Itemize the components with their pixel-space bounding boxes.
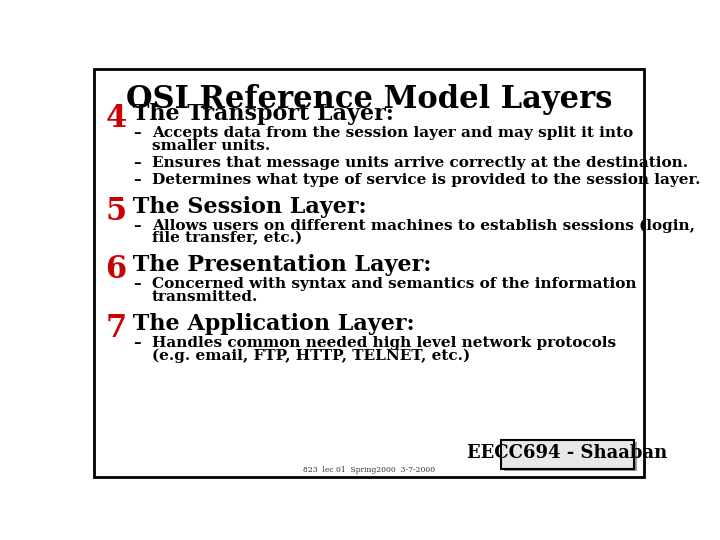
Text: Allows users on different machines to establish sessions (login,: Allows users on different machines to es… bbox=[152, 219, 695, 233]
Text: EECC694 - Shaaban: EECC694 - Shaaban bbox=[467, 444, 667, 462]
Text: Accepts data from the session layer and may split it into: Accepts data from the session layer and … bbox=[152, 126, 633, 140]
Text: –: – bbox=[132, 278, 140, 291]
Bar bbox=[504, 442, 637, 471]
Text: smaller units.: smaller units. bbox=[152, 139, 270, 153]
Text: (e.g. email, FTP, HTTP, TELNET, etc.): (e.g. email, FTP, HTTP, TELNET, etc.) bbox=[152, 348, 470, 362]
Text: 6: 6 bbox=[106, 254, 127, 285]
Text: transmitted.: transmitted. bbox=[152, 289, 258, 303]
Text: OSI Reference Model Layers: OSI Reference Model Layers bbox=[126, 84, 612, 115]
Text: 823  lec 01  Spring2000  3-7-2000: 823 lec 01 Spring2000 3-7-2000 bbox=[303, 467, 435, 475]
Text: Concerned with syntax and semantics of the information: Concerned with syntax and semantics of t… bbox=[152, 278, 636, 291]
Text: –: – bbox=[132, 336, 140, 350]
Text: –: – bbox=[132, 126, 140, 140]
Text: 5: 5 bbox=[106, 195, 127, 227]
Text: file transfer, etc.): file transfer, etc.) bbox=[152, 231, 302, 245]
Text: The Presentation Layer:: The Presentation Layer: bbox=[125, 254, 431, 276]
Text: 4: 4 bbox=[106, 103, 127, 134]
Bar bbox=[500, 440, 634, 469]
Text: Determines what type of service is provided to the session layer.: Determines what type of service is provi… bbox=[152, 173, 701, 187]
Text: –: – bbox=[132, 173, 140, 187]
Text: Handles common needed high level network protocols: Handles common needed high level network… bbox=[152, 336, 616, 350]
Text: –: – bbox=[132, 156, 140, 170]
Text: The Session Layer:: The Session Layer: bbox=[125, 195, 366, 218]
Text: –: – bbox=[132, 219, 140, 233]
Text: Ensures that message units arrive correctly at the destination.: Ensures that message units arrive correc… bbox=[152, 156, 688, 170]
Text: The Application Layer:: The Application Layer: bbox=[125, 313, 415, 335]
Text: The Transport Layer:: The Transport Layer: bbox=[125, 103, 394, 125]
Text: 7: 7 bbox=[106, 313, 127, 344]
